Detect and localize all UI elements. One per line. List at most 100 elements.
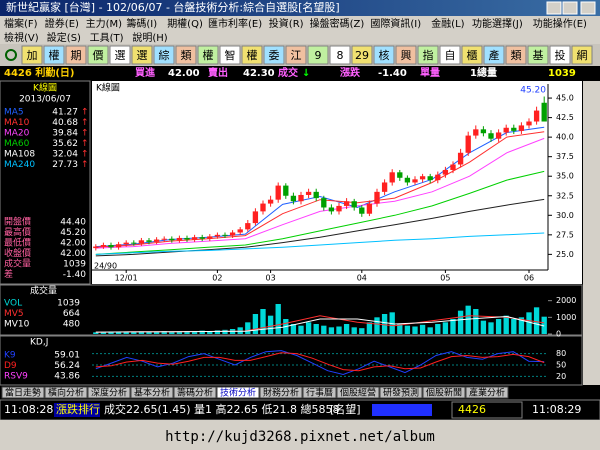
toolbar-label[interactable]: 網 <box>577 48 588 62</box>
tab[interactable] <box>130 386 174 399</box>
menu-item[interactable]: 主力(M) <box>86 17 123 30</box>
toolbar-button[interactable] <box>417 45 439 65</box>
menu-item[interactable]: 匯市利率(E) <box>208 17 262 30</box>
toolbar-label[interactable]: 權 <box>49 49 60 62</box>
toolbar-button[interactable] <box>285 45 307 65</box>
tab[interactable] <box>465 386 509 399</box>
toolbar-button[interactable] <box>395 45 417 65</box>
menu-item[interactable]: 說明(H) <box>132 31 167 44</box>
menu-item[interactable]: 期權(Q) <box>167 17 203 30</box>
toolbar-button[interactable] <box>351 45 373 65</box>
search-icon[interactable] <box>5 49 17 61</box>
menu-item[interactable]: 金融(L) <box>431 17 464 30</box>
tab[interactable] <box>422 386 466 399</box>
toolbar-button[interactable] <box>263 45 285 65</box>
tab[interactable] <box>259 386 303 399</box>
tab-label[interactable]: 基本分析 <box>134 387 170 399</box>
toolbar-label[interactable]: 委 <box>269 49 280 62</box>
toolbar-button[interactable] <box>241 45 263 65</box>
tab-label[interactable]: 個股新聞 <box>426 387 462 399</box>
toolbar-button[interactable] <box>439 45 461 65</box>
toolbar-label[interactable]: 價 <box>93 48 104 62</box>
tab-label[interactable]: 深度分析 <box>91 387 127 399</box>
tab[interactable] <box>173 386 217 399</box>
tab-label[interactable]: 當日走勢 <box>5 387 41 399</box>
tab-label[interactable]: 籌碼分析 <box>177 387 213 399</box>
toolbar-button[interactable] <box>461 45 483 65</box>
tab[interactable] <box>1 386 45 399</box>
toolbar-label[interactable]: 選 <box>115 49 126 62</box>
tab[interactable] <box>379 386 423 399</box>
toolbar-label[interactable]: 綜 <box>159 48 170 62</box>
toolbar-button[interactable] <box>571 45 593 65</box>
tab-label[interactable]: 技術分析 <box>220 387 256 399</box>
menu-item[interactable]: 操盤密碼(Z) <box>310 17 365 30</box>
toolbar-label[interactable]: 投 <box>555 48 566 62</box>
toolbar-button[interactable] <box>329 45 351 65</box>
toolbar-button[interactable] <box>87 45 109 65</box>
tab[interactable] <box>302 386 337 399</box>
candle-body <box>100 244 107 247</box>
toolbar-label[interactable]: 類 <box>181 49 192 62</box>
toolbar-label[interactable]: 權 <box>247 49 258 62</box>
toolbar-button[interactable] <box>307 45 329 65</box>
toolbar-label[interactable]: 期 <box>71 49 82 62</box>
menu-item[interactable]: 籌碼(I) <box>126 17 157 30</box>
toolbar-button[interactable] <box>527 45 549 65</box>
toolbar-label[interactable]: 選 <box>137 49 148 62</box>
tab-label[interactable]: 行事曆 <box>306 387 333 399</box>
menu-item[interactable]: 功能操作(E) <box>533 17 587 30</box>
toolbar-label[interactable]: 9 <box>315 49 322 62</box>
minimize-button[interactable] <box>546 1 562 15</box>
toolbar-button[interactable] <box>197 45 219 65</box>
toolbar-button[interactable] <box>65 45 87 65</box>
maximize-button[interactable] <box>562 1 578 15</box>
toolbar-button[interactable] <box>549 45 571 65</box>
tab[interactable] <box>216 386 260 399</box>
toolbar-label[interactable]: 類 <box>511 49 522 62</box>
toolbar-label[interactable]: 指 <box>423 48 434 62</box>
toolbar-button[interactable] <box>219 45 241 65</box>
menu-item[interactable]: 證券(E) <box>45 17 79 30</box>
volume-bar <box>412 326 418 334</box>
x-tick-label: 02 <box>212 274 222 283</box>
toolbar-label[interactable]: 權 <box>203 49 214 62</box>
tab-label[interactable]: 個股經營 <box>340 387 376 399</box>
close-button[interactable] <box>580 1 596 15</box>
toolbar-button[interactable] <box>505 45 527 65</box>
toolbar-button[interactable] <box>43 45 65 65</box>
menu-item[interactable]: 投資(R) <box>269 17 304 30</box>
tab-label[interactable]: 研發預測 <box>383 387 419 399</box>
toolbar-button[interactable] <box>21 45 43 65</box>
toolbar-label[interactable]: 智 <box>225 48 236 62</box>
toolbar-button[interactable] <box>175 45 197 65</box>
toolbar-button[interactable] <box>131 45 153 65</box>
menu-item[interactable]: 功能選擇(J) <box>472 17 523 30</box>
tab-label[interactable]: 財務分析 <box>263 387 299 399</box>
scrollbar[interactable] <box>583 81 600 385</box>
tab[interactable] <box>44 386 88 399</box>
menu-item[interactable]: 檢視(V) <box>4 31 39 44</box>
menu-item[interactable]: 檔案(F) <box>4 17 38 30</box>
toolbar-button[interactable] <box>483 45 505 65</box>
toolbar-label[interactable]: 29 <box>355 49 369 62</box>
toolbar-label[interactable]: 基 <box>533 49 544 62</box>
tab[interactable] <box>336 386 380 399</box>
menu-item[interactable]: 設定(S) <box>47 31 81 44</box>
tab-label[interactable]: 產業分析 <box>469 387 505 399</box>
toolbar-button[interactable] <box>373 45 395 65</box>
toolbar-label[interactable]: 產 <box>489 48 500 62</box>
tab[interactable] <box>87 386 131 399</box>
toolbar-label[interactable]: 自 <box>445 49 456 62</box>
toolbar-label[interactable]: 江 <box>291 49 302 62</box>
toolbar-label[interactable]: 興 <box>401 49 412 62</box>
toolbar-button[interactable] <box>109 45 131 65</box>
toolbar-label[interactable]: 加 <box>27 49 38 62</box>
menu-item[interactable]: 國際資訊(I) <box>370 17 421 30</box>
tab-label[interactable]: 橫向分析 <box>48 387 84 399</box>
toolbar-label[interactable]: 核 <box>379 48 390 62</box>
toolbar-label[interactable]: 8 <box>337 49 344 62</box>
toolbar-label[interactable]: 櫃 <box>467 48 478 62</box>
menu-item[interactable]: 工具(T) <box>90 32 124 44</box>
toolbar-button[interactable] <box>153 45 175 65</box>
